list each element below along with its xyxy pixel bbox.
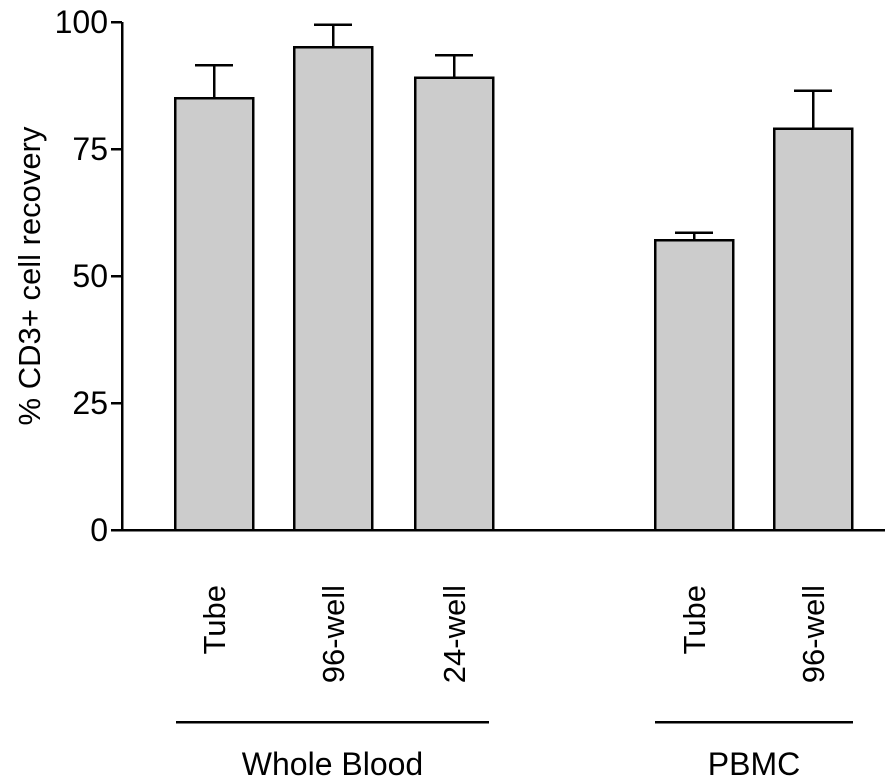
group-label: PBMC [708, 746, 800, 781]
category-label: 96-well [316, 585, 351, 683]
group-label: Whole Blood [242, 746, 423, 781]
y-tick-label: 0 [90, 512, 108, 548]
bar [173, 96, 255, 532]
category-label: Tube [197, 585, 232, 655]
bars [173, 23, 854, 532]
bar [292, 46, 374, 532]
category-labels: Tube 96-well 24-well Tube 96-well [197, 585, 831, 683]
y-tick-label: 50 [72, 258, 108, 294]
category-label: 96-well [796, 585, 831, 683]
category-label: 24-well [437, 585, 472, 683]
y-tick-label: 25 [72, 385, 108, 421]
bar [653, 239, 735, 532]
bar [413, 76, 495, 532]
group-labels: Whole Blood PBMC [176, 720, 853, 781]
category-label: Tube [677, 585, 712, 655]
bar [772, 127, 854, 532]
y-axis-label: % CD3+ cell recovery [12, 126, 47, 425]
y-tick-label: 75 [72, 131, 108, 167]
y-axis: 0 25 50 75 100 [55, 4, 124, 548]
y-tick-label: 100 [55, 4, 108, 40]
